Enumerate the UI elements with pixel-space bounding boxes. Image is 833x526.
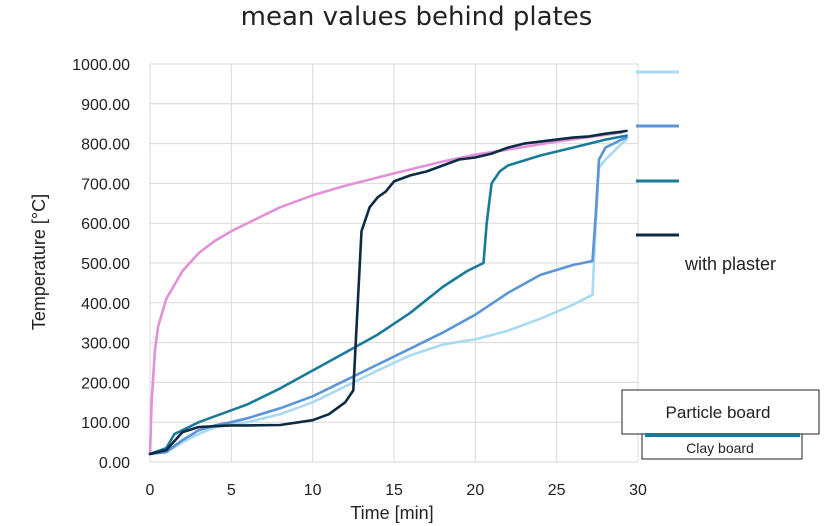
x-tick-labels: 0 5 10 15 20 25 30 xyxy=(146,482,647,499)
x-tick-label: 20 xyxy=(466,482,484,499)
y-tick-label: 100.00 xyxy=(81,415,130,432)
y-tick-label: 700.00 xyxy=(81,176,130,193)
x-tick-label: 0 xyxy=(146,482,155,499)
y-axis-label: Temperature [°C] xyxy=(29,194,49,330)
y-tick-label: 600.00 xyxy=(81,216,130,233)
y-tick-label: 1000.00 xyxy=(72,57,130,74)
y-tick-label: 300.00 xyxy=(81,336,130,353)
y-tick-label: 200.00 xyxy=(81,375,130,392)
grid xyxy=(149,63,639,463)
x-tick-label: 5 xyxy=(227,482,236,499)
x-tick-label: 30 xyxy=(629,482,647,499)
y-tick-label: 0.00 xyxy=(99,455,130,472)
series-line-3 xyxy=(148,134,628,456)
annotation-clay-board: Clay board xyxy=(641,433,803,460)
series-line-2 xyxy=(148,136,628,456)
series-line-4 xyxy=(148,129,628,456)
y-tick-label: 400.00 xyxy=(81,296,130,313)
chart-title: mean values behind plates xyxy=(240,2,593,32)
annotation-label-clay-board: Clay board xyxy=(686,440,754,456)
annotation-box-particle-board xyxy=(621,389,820,435)
annotation-particle-board: Particle board xyxy=(621,389,820,435)
y-tick-label: 900.00 xyxy=(81,97,130,114)
legend-label-with-plaster: with plaster xyxy=(684,254,776,274)
y-tick-labels: 0.00 100.00 200.00 300.00 400.00 500.00 600.00… xyxy=(72,57,130,472)
series-line-0 xyxy=(148,131,624,456)
x-tick-label: 25 xyxy=(548,482,566,499)
x-tick-label: 15 xyxy=(385,482,403,499)
x-tick-label: 10 xyxy=(304,482,322,499)
y-tick-label: 500.00 xyxy=(81,256,130,273)
series-layer xyxy=(148,129,628,456)
legend: with plaster xyxy=(636,70,776,274)
x-axis-label: Time [min] xyxy=(350,503,433,523)
annotation-label-particle-board: Particle board xyxy=(666,403,771,422)
annotation-box-clay-board xyxy=(641,433,803,460)
y-tick-label: 800.00 xyxy=(81,137,130,154)
